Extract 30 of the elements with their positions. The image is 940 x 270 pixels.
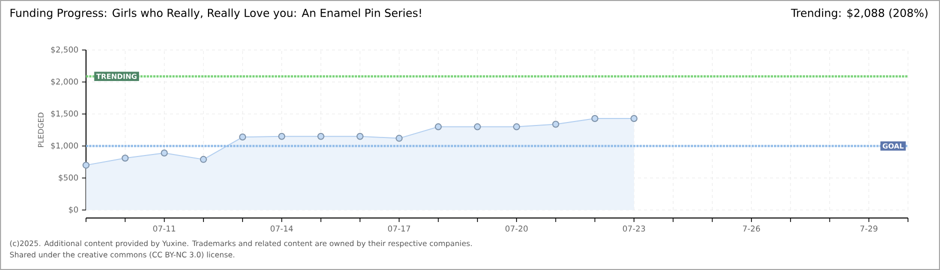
- point: [356, 132, 364, 140]
- y-tick-label: $500: [58, 174, 78, 182]
- point: [396, 134, 403, 142]
- point: [82, 162, 90, 169]
- point: [278, 132, 286, 140]
- point: [239, 134, 246, 141]
- point: [122, 154, 129, 162]
- point: [200, 156, 207, 163]
- point: [434, 123, 442, 130]
- chart-subtitle: Trending: $2,088 (208%): [790, 8, 928, 20]
- y-tick-label: $2,000: [51, 78, 78, 86]
- y-tick-label: $2,500: [51, 46, 78, 54]
- y-tick-label: $1,000: [51, 142, 78, 150]
- x-tick-label: 07-14: [270, 226, 293, 232]
- point: [591, 114, 598, 122]
- x-tick-label: 07-11: [153, 226, 176, 232]
- point: [513, 123, 520, 130]
- x-tick-label: 7-29: [860, 226, 878, 232]
- x-tick-label: 07-23: [622, 226, 645, 232]
- x-tick-label: 07-20: [505, 226, 528, 232]
- chart-title: Funding Progress: Girls who Really, Really Love you: An Enamel Pin Series!: [10, 8, 421, 20]
- point: [317, 132, 324, 140]
- x-tick-label: 7-26: [743, 226, 760, 232]
- point: [630, 114, 638, 122]
- point: [552, 120, 560, 128]
- y-tick-label: $0: [68, 206, 78, 214]
- point: [160, 150, 168, 157]
- x-tick-label: 07-17: [388, 226, 410, 232]
- point: [474, 123, 481, 130]
- y-tick-label: $1,500: [51, 110, 78, 118]
